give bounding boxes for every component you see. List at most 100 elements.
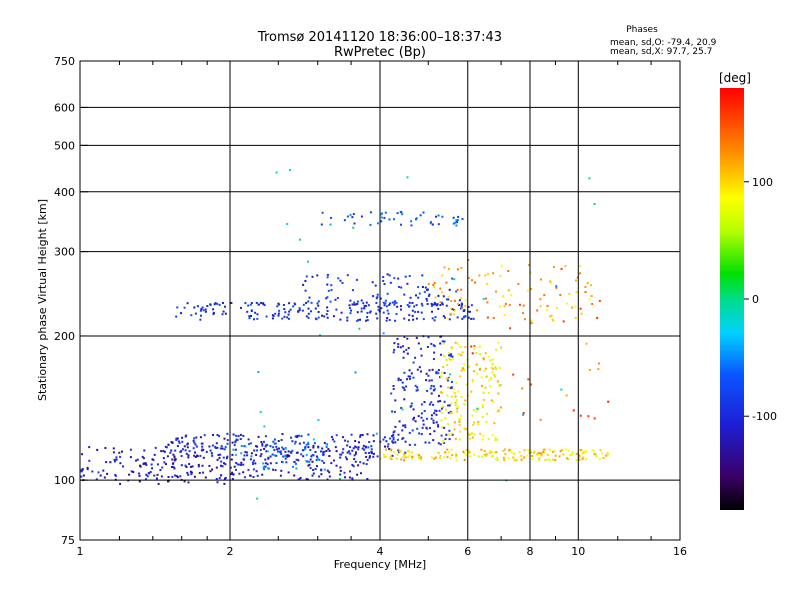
data-point bbox=[571, 451, 574, 454]
data-point bbox=[366, 311, 369, 314]
data-point bbox=[284, 447, 287, 450]
data-point bbox=[430, 414, 433, 417]
data-point bbox=[317, 300, 320, 303]
data-point bbox=[138, 480, 141, 483]
data-point bbox=[327, 448, 330, 451]
data-point bbox=[355, 278, 358, 281]
data-point bbox=[403, 317, 406, 320]
data-point bbox=[370, 445, 373, 448]
data-point bbox=[288, 302, 291, 305]
data-point bbox=[558, 455, 561, 458]
data-point bbox=[490, 399, 493, 402]
data-point bbox=[361, 447, 364, 450]
data-point bbox=[318, 458, 321, 461]
data-point bbox=[212, 313, 215, 316]
data-point bbox=[428, 441, 431, 444]
data-point bbox=[554, 459, 557, 462]
data-point bbox=[410, 451, 413, 454]
data-point bbox=[283, 454, 286, 457]
data-point bbox=[404, 451, 407, 454]
data-point bbox=[492, 272, 495, 275]
data-point bbox=[420, 311, 423, 314]
data-point bbox=[491, 363, 494, 366]
data-point bbox=[536, 309, 539, 312]
data-point bbox=[443, 426, 446, 429]
data-point bbox=[400, 458, 403, 461]
data-point bbox=[253, 318, 255, 321]
data-point bbox=[326, 316, 329, 319]
data-point bbox=[307, 442, 310, 445]
data-point bbox=[266, 463, 269, 466]
data-point bbox=[509, 448, 512, 451]
data-point bbox=[495, 368, 498, 371]
data-point bbox=[403, 336, 406, 338]
data-point bbox=[115, 458, 118, 461]
data-point bbox=[376, 317, 379, 320]
data-point bbox=[429, 387, 432, 390]
data-point bbox=[482, 391, 485, 394]
data-point bbox=[390, 448, 393, 451]
data-point bbox=[453, 421, 456, 424]
data-point bbox=[495, 290, 497, 293]
data-point bbox=[166, 455, 169, 458]
data-point bbox=[220, 464, 222, 467]
data-point bbox=[480, 455, 483, 458]
data-point bbox=[470, 390, 473, 393]
data-point bbox=[421, 274, 424, 277]
data-point bbox=[555, 285, 558, 288]
data-point bbox=[193, 454, 196, 457]
data-point bbox=[500, 265, 503, 268]
data-point bbox=[553, 266, 555, 268]
data-point bbox=[455, 456, 458, 458]
data-point bbox=[177, 440, 180, 443]
data-point bbox=[544, 458, 547, 461]
data-point bbox=[330, 216, 332, 219]
data-point bbox=[250, 309, 253, 312]
data-point bbox=[203, 434, 206, 437]
data-point bbox=[179, 475, 182, 478]
data-point bbox=[408, 301, 411, 304]
data-point bbox=[401, 213, 404, 216]
data-point bbox=[410, 224, 413, 227]
data-point bbox=[585, 458, 588, 460]
data-point bbox=[498, 384, 501, 387]
data-point bbox=[309, 458, 312, 461]
data-point bbox=[284, 450, 287, 453]
colorbar-tick-label: 0 bbox=[752, 293, 759, 306]
data-point bbox=[439, 391, 442, 394]
data-point bbox=[461, 351, 464, 354]
data-point bbox=[295, 462, 297, 465]
data-point bbox=[596, 316, 599, 319]
data-point bbox=[482, 398, 485, 401]
data-point bbox=[311, 275, 314, 278]
data-point bbox=[540, 454, 543, 457]
data-point bbox=[391, 440, 394, 443]
data-point bbox=[447, 411, 450, 414]
data-point bbox=[181, 440, 184, 443]
data-point bbox=[522, 412, 525, 414]
x-tick-label: 4 bbox=[377, 545, 384, 558]
data-point bbox=[434, 303, 437, 305]
data-point bbox=[372, 295, 375, 298]
data-point bbox=[359, 461, 362, 464]
data-point bbox=[355, 303, 358, 306]
data-point bbox=[276, 305, 279, 308]
data-point bbox=[404, 275, 407, 278]
data-point bbox=[429, 433, 432, 435]
data-point bbox=[391, 410, 394, 413]
data-point bbox=[446, 364, 449, 367]
data-point bbox=[482, 297, 485, 300]
data-point bbox=[448, 438, 451, 441]
data-point bbox=[477, 408, 480, 411]
data-point bbox=[372, 440, 375, 443]
data-point bbox=[219, 453, 222, 456]
data-point bbox=[421, 426, 424, 429]
data-point bbox=[342, 448, 345, 451]
data-point bbox=[250, 452, 253, 455]
data-point bbox=[160, 450, 163, 453]
data-point bbox=[277, 450, 279, 453]
data-point bbox=[426, 303, 429, 305]
data-point bbox=[199, 309, 202, 312]
data-point bbox=[218, 477, 221, 480]
